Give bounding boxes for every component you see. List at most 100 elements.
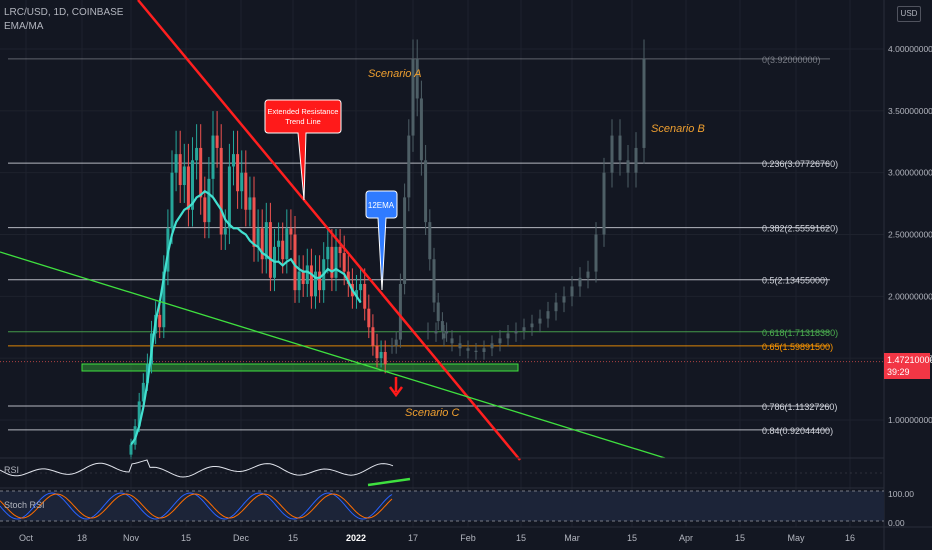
- stoch-k-line: [0, 492, 393, 520]
- scenario-b-candle-0: [426, 330, 430, 332]
- scenario-b-candle-23: [610, 135, 614, 173]
- scenario-b-candle-25: [626, 160, 630, 173]
- scenario-b-candle-9: [498, 338, 502, 344]
- candle-28: [244, 172, 248, 210]
- fib-label-0.236: 0.236(3.07726760): [762, 159, 838, 169]
- x-tick-11: 15: [627, 533, 637, 543]
- x-tick-5: 15: [288, 533, 298, 543]
- stoch-band: [0, 491, 884, 521]
- fibonacci-retracement: 0(3.92000000) 0.236(3.07726760) 0.382(2.55…: [0, 55, 884, 436]
- scenario-b-candle-22: [602, 172, 606, 235]
- x-tick-9: 15: [516, 533, 526, 543]
- fib-label-0.84: 0.84(0.92044400): [762, 426, 833, 436]
- ema-line: [130, 189, 362, 446]
- scenario-a-candle-6: [415, 58, 419, 99]
- fib-label-0.786: 0.786(1.11327260): [762, 402, 837, 412]
- scenario-b-candle-17: [562, 296, 566, 303]
- scenario-a-candle-10: [432, 259, 436, 303]
- scenario-b-candle-8: [490, 343, 494, 349]
- scenario-a-candle-5: [411, 58, 415, 136]
- x-tick-2: Nov: [123, 533, 140, 543]
- candle-26: [236, 154, 240, 192]
- scenario-b-candle-10: [506, 333, 510, 339]
- x-tick-13: 15: [735, 533, 745, 543]
- fib-label-0.618: 0.618(1.71318380): [762, 328, 838, 338]
- candle-22: [219, 147, 223, 235]
- scenario-a-candle-4: [407, 135, 411, 198]
- y-tick-1: 3.50000000: [888, 106, 932, 116]
- resistance-trend-line: [137, 0, 521, 461]
- candle-62: [383, 351, 387, 365]
- scenario-b-candle-27: [642, 58, 646, 148]
- scenario-b-candle-16: [554, 302, 558, 312]
- candle-15: [191, 160, 194, 210]
- candle-50: [334, 246, 338, 278]
- scenario-b-candle-11: [514, 330, 518, 334]
- candle-19: [207, 178, 211, 223]
- candle-24: [227, 166, 231, 229]
- candle-49: [330, 246, 334, 278]
- candle-53: [346, 271, 350, 284]
- currency-button[interactable]: USD: [897, 6, 921, 22]
- candle-17: [199, 147, 203, 198]
- scenario-b-candle-14: [538, 318, 542, 324]
- candle-29: [248, 197, 252, 210]
- candle-32: [260, 228, 264, 260]
- candle-7: [158, 314, 162, 328]
- candle-43: [305, 265, 309, 284]
- candle-8: [162, 271, 166, 328]
- candle-39: [289, 228, 293, 235]
- current-price-tag: 1.47210000 39:29: [884, 353, 932, 379]
- candle-60: [375, 345, 379, 359]
- scenario-a-candle-12: [440, 321, 444, 331]
- scenario-b-candle-20: [586, 271, 590, 278]
- x-tick-8: Feb: [460, 533, 476, 543]
- candle-51: [338, 246, 342, 254]
- y-tick-6: 1.00000000: [888, 415, 932, 425]
- x-tick-4: Dec: [233, 533, 250, 543]
- ema-callout-text: 12EMA: [368, 201, 395, 210]
- ema-line-group: [130, 189, 362, 446]
- scenario-b-candle-13: [530, 323, 534, 328]
- x-tick-6: 2022: [346, 533, 366, 543]
- x-tick-10: Mar: [564, 533, 580, 543]
- candle-4: [145, 364, 149, 383]
- candle-13: [182, 166, 186, 186]
- scenario-b-candle-15: [546, 311, 550, 319]
- scenario-c-label: Scenario C: [405, 407, 459, 419]
- candle-38: [285, 228, 289, 260]
- scenario-b-candle-5: [466, 348, 470, 351]
- scenario-b-candle-3: [450, 338, 454, 344]
- symbol-title: LRC/USD, 1D, COINBASE: [4, 7, 124, 18]
- x-tick-3: 15: [181, 533, 191, 543]
- candle-12: [178, 154, 182, 186]
- resistance-callout-text-2: Trend Line: [285, 117, 321, 126]
- candle-33: [264, 222, 268, 260]
- candle-0: [129, 444, 133, 455]
- indicator-legend[interactable]: EMA/MA: [4, 21, 44, 32]
- scenario-b-candle-6: [474, 350, 478, 352]
- candle-34: [268, 222, 272, 278]
- scenario-a-candle-8: [424, 160, 428, 223]
- current-price-value: 1.47210000: [887, 355, 932, 365]
- candle-30: [252, 197, 256, 247]
- candle-55: [355, 290, 358, 297]
- candle-25: [232, 154, 235, 167]
- scenario-a-candle-13: [445, 330, 449, 334]
- fib-label-0.382: 0.382(2.55591620): [762, 224, 838, 234]
- rsi-label[interactable]: RSI: [4, 465, 20, 475]
- candle-57: [363, 283, 367, 309]
- scenario-b-label: Scenario B: [651, 123, 705, 135]
- candle-40: [293, 234, 297, 291]
- stoch-rsi-label[interactable]: Stoch RSI: [4, 500, 45, 510]
- candle-45: [314, 271, 317, 297]
- countdown-timer: 39:29: [887, 367, 910, 377]
- candle-31: [256, 228, 260, 247]
- candle-16: [195, 147, 199, 161]
- scenario-b-candle-26: [634, 147, 638, 173]
- scenario-a-candle-3: [403, 197, 407, 284]
- candle-18: [203, 197, 207, 223]
- resistance-callout-bubble: [264, 99, 342, 201]
- scenario-a-candle-11: [436, 302, 440, 322]
